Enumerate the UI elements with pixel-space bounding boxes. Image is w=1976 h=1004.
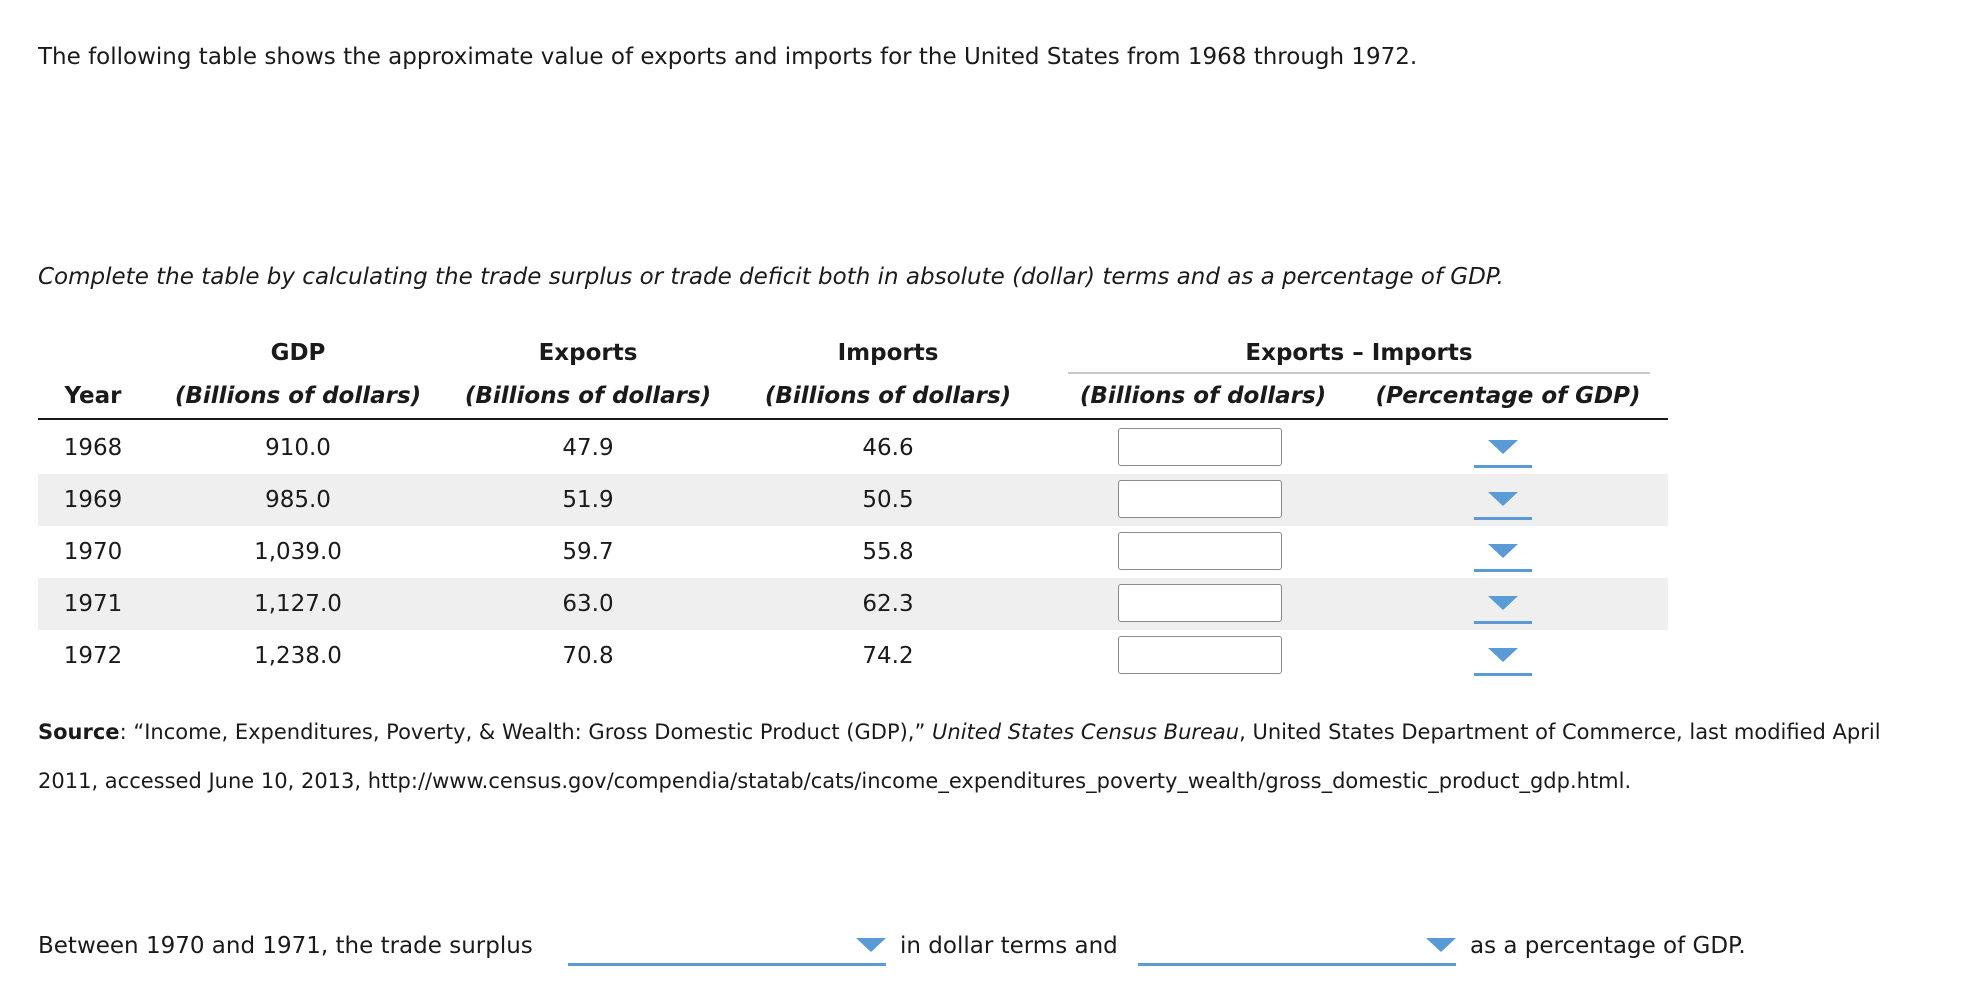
year-cell: 1969 [63, 487, 123, 513]
table-row: 1971 1,127.0 63.0 62.3 [38, 578, 1668, 630]
trade-balance-percent-dropdown[interactable] [1474, 638, 1532, 676]
source-text-2: , United States Department of Commerce, … [38, 720, 1881, 793]
chevron-down-icon [856, 938, 886, 952]
header-gdp-unit: (Billions of dollars) [174, 383, 422, 409]
table-row: 1969 985.0 51.9 50.5 [38, 474, 1668, 526]
dropdown-underline [1474, 621, 1532, 624]
trade-balance-dollars-input[interactable] [1118, 584, 1282, 622]
trade-balance-percent-dropdown[interactable] [1474, 534, 1532, 572]
header-imports: Imports [837, 340, 939, 366]
year-cell: 1970 [63, 539, 123, 565]
imports-cell: 50.5 [862, 487, 914, 513]
imports-cell: 74.2 [862, 643, 914, 669]
exports-cell: 59.7 [562, 539, 614, 565]
dropdown-underline [1474, 465, 1532, 468]
year-cell: 1968 [63, 435, 123, 461]
exports-cell: 51.9 [562, 487, 614, 513]
header-exports-minus-imports: Exports – Imports [1245, 340, 1473, 366]
header-exports: Exports [538, 340, 638, 366]
dropdown-underline [1138, 963, 1456, 966]
header-imports-unit: (Billions of dollars) [764, 383, 1012, 409]
intro-text: The following table shows the approximat… [38, 44, 1418, 70]
dropdown-underline [1474, 569, 1532, 572]
trade-balance-percent-dropdown[interactable] [1474, 430, 1532, 468]
final-question-part-3: as a percentage of GDP. [1470, 933, 1746, 959]
dollar-terms-dropdown[interactable] [568, 928, 886, 966]
percentage-terms-dropdown[interactable] [1138, 928, 1456, 966]
chevron-down-icon [1488, 492, 1518, 506]
imports-cell: 55.8 [862, 539, 914, 565]
imports-cell: 62.3 [862, 591, 914, 617]
dropdown-underline [1474, 517, 1532, 520]
header-diff-percent-unit: (Percentage of GDP) [1375, 383, 1641, 409]
source-text-1: : “Income, Expenditures, Poverty, & Weal… [119, 720, 933, 744]
gdp-cell: 1,039.0 [254, 539, 342, 565]
trade-table: GDP Exports Imports Exports – Imports Ye… [38, 326, 1668, 676]
table-row: 1968 910.0 47.9 46.6 [38, 422, 1668, 474]
trade-balance-dollars-input[interactable] [1118, 480, 1282, 518]
gdp-cell: 1,238.0 [254, 643, 342, 669]
header-exports-unit: (Billions of dollars) [464, 383, 712, 409]
trade-balance-dollars-input[interactable] [1118, 636, 1282, 674]
year-cell: 1971 [63, 591, 123, 617]
chevron-down-icon [1488, 648, 1518, 662]
chevron-down-icon [1488, 544, 1518, 558]
header-year: Year [64, 383, 122, 409]
trade-balance-dollars-input[interactable] [1118, 428, 1282, 466]
gdp-cell: 1,127.0 [254, 591, 342, 617]
dropdown-underline [568, 963, 886, 966]
source-label: Source [38, 720, 120, 744]
header-diff-dollars-unit: (Billions of dollars) [1079, 383, 1327, 409]
exports-cell: 63.0 [562, 591, 614, 617]
header-gdp: GDP [270, 340, 326, 366]
dropdown-underline [1474, 673, 1532, 676]
source-publisher: United States Census Bureau [932, 720, 1240, 744]
source-citation: Source: “Income, Expenditures, Poverty, … [38, 708, 1938, 806]
gdp-cell: 910.0 [265, 435, 331, 461]
header-rule [38, 418, 1668, 420]
exports-cell: 70.8 [562, 643, 614, 669]
instruction-text: Complete the table by calculating the tr… [38, 264, 1504, 290]
table-row: 1970 1,039.0 59.7 55.8 [38, 526, 1668, 578]
table-row: 1972 1,238.0 70.8 74.2 [38, 630, 1668, 682]
gdp-cell: 985.0 [265, 487, 331, 513]
trade-balance-dollars-input[interactable] [1118, 532, 1282, 570]
final-question-part-1: Between 1970 and 1971, the trade surplus [38, 933, 533, 959]
exports-cell: 47.9 [562, 435, 614, 461]
chevron-down-icon [1488, 440, 1518, 454]
trade-balance-percent-dropdown[interactable] [1474, 482, 1532, 520]
final-question-part-2: in dollar terms and [900, 933, 1118, 959]
group-header-rule [1068, 372, 1650, 374]
trade-balance-percent-dropdown[interactable] [1474, 586, 1532, 624]
imports-cell: 46.6 [862, 435, 914, 461]
chevron-down-icon [1488, 596, 1518, 610]
chevron-down-icon [1426, 938, 1456, 952]
year-cell: 1972 [63, 643, 123, 669]
